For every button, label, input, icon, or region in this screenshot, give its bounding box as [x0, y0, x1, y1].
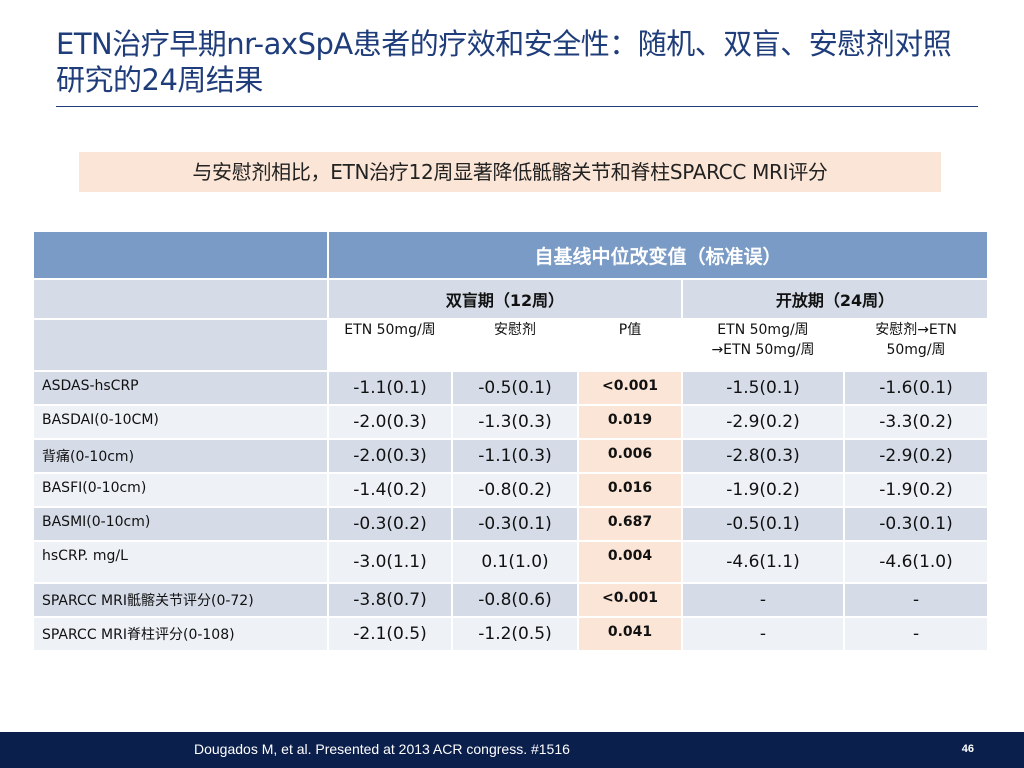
- header-corner: [32, 230, 329, 280]
- placebo-24wk-value: -4.6(1.0): [842, 540, 990, 584]
- p-value: 0.006: [577, 438, 683, 474]
- citation-text: Dougados M, et al. Presented at 2013 ACR…: [194, 741, 570, 757]
- table-row: BASDAI(0-10CM) -2.0(0.3) -1.3(0.3) 0.019…: [32, 404, 990, 440]
- placebo-12wk-value: -0.8(0.2): [451, 472, 579, 508]
- column-header-p-value: P值: [577, 318, 683, 372]
- row-label: BASMI(0-10cm): [32, 506, 329, 542]
- etn-12wk-value: -3.0(1.1): [327, 540, 453, 584]
- table-row: 背痛(0-10cm) -2.0(0.3) -1.1(0.3) 0.006 -2.…: [32, 438, 990, 474]
- row-label: ASDAS-hsCRP: [32, 370, 329, 406]
- table-row: ASDAS-hsCRP -1.1(0.1) -0.5(0.1) <0.001 -…: [32, 370, 990, 406]
- placebo-24wk-value: -3.3(0.2): [842, 404, 990, 440]
- placebo-24wk-value: -1.6(0.1): [842, 370, 990, 406]
- row-label: BASDAI(0-10CM): [32, 404, 329, 440]
- table-row: BASMI(0-10cm) -0.3(0.2) -0.3(0.1) 0.687 …: [32, 506, 990, 542]
- placebo-12wk-value: -1.3(0.3): [451, 404, 579, 440]
- column-header-text: 安慰剂→ETN 50mg/周: [875, 322, 957, 358]
- row-label: hsCRP. mg/L: [32, 540, 329, 584]
- etn-24wk-value: -2.8(0.3): [681, 438, 845, 474]
- column-header-text: ETN 50mg/周: [344, 322, 436, 338]
- etn-24wk-value: -4.6(1.1): [681, 540, 845, 584]
- key-finding-callout: 与安慰剂相比，ETN治疗12周显著降低骶髂关节和脊柱SPARCC MRI评分: [79, 152, 941, 192]
- table-row: SPARCC MRI骶髂关节评分(0-72) -3.8(0.7) -0.8(0.…: [32, 582, 990, 618]
- etn-12wk-value: -1.1(0.1): [327, 370, 453, 406]
- placebo-12wk-value: 0.1(1.0): [451, 540, 579, 584]
- results-table: 自基线中位改变值（标准误） 双盲期（12周） 开放期（24周） ETN 50mg…: [32, 230, 990, 652]
- placebo-12wk-value: -0.3(0.1): [451, 506, 579, 542]
- etn-12wk-value: -0.3(0.2): [327, 506, 453, 542]
- table-row: BASFI(0-10cm) -1.4(0.2) -0.8(0.2) 0.016 …: [32, 472, 990, 508]
- table-row: SPARCC MRI脊柱评分(0-108) -2.1(0.5) -1.2(0.5…: [32, 616, 990, 652]
- p-value: 0.687: [577, 506, 683, 542]
- main-header: 自基线中位改变值（标准误）: [326, 230, 990, 280]
- etn-12wk-value: -2.1(0.5): [327, 616, 453, 652]
- placebo-12wk-value: -1.1(0.3): [451, 438, 579, 474]
- header-row-groups: 双盲期（12周） 开放期（24周）: [32, 278, 990, 320]
- p-value: 0.016: [577, 472, 683, 508]
- table-row: hsCRP. mg/L -3.0(1.1) 0.1(1.0) 0.004 -4.…: [32, 540, 990, 584]
- header-corner: [32, 278, 329, 320]
- placebo-12wk-value: -0.8(0.6): [451, 582, 579, 618]
- etn-24wk-value: -1.9(0.2): [681, 472, 845, 508]
- row-label: BASFI(0-10cm): [32, 472, 329, 508]
- etn-24wk-value: -: [681, 616, 845, 652]
- placebo-24wk-value: -: [842, 582, 990, 618]
- p-value: 0.004: [577, 540, 683, 584]
- placebo-12wk-value: -0.5(0.1): [451, 370, 579, 406]
- row-label: 背痛(0-10cm): [32, 438, 329, 474]
- etn-12wk-value: -2.0(0.3): [327, 438, 453, 474]
- placebo-24wk-value: -: [842, 616, 990, 652]
- etn-12wk-value: -2.0(0.3): [327, 404, 453, 440]
- row-label: SPARCC MRI脊柱评分(0-108): [32, 616, 329, 652]
- etn-24wk-value: -: [681, 582, 845, 618]
- group-header-double-blind: 双盲期（12周）: [327, 278, 683, 320]
- column-header-placebo-24wk: 安慰剂→ETN 50mg/周: [842, 318, 990, 372]
- placebo-24wk-value: -2.9(0.2): [842, 438, 990, 474]
- p-value: <0.001: [577, 582, 683, 618]
- p-value: 0.019: [577, 404, 683, 440]
- etn-12wk-value: -3.8(0.7): [327, 582, 453, 618]
- title-divider: [56, 106, 978, 107]
- placebo-24wk-value: -0.3(0.1): [842, 506, 990, 542]
- header-row-columns: ETN 50mg/周 安慰剂 P值 ETN 50mg/周→ETN 50mg/周 …: [32, 318, 990, 372]
- group-header-open-label: 开放期（24周）: [680, 278, 990, 320]
- placebo-12wk-value: -1.2(0.5): [451, 616, 579, 652]
- column-header-etn-24wk: ETN 50mg/周→ETN 50mg/周: [681, 318, 845, 372]
- p-value: 0.041: [577, 616, 683, 652]
- column-header-placebo-12wk: 安慰剂: [451, 318, 579, 372]
- header-row-main: 自基线中位改变值（标准误）: [32, 230, 990, 280]
- footer-bar: Dougados M, et al. Presented at 2013 ACR…: [0, 732, 1024, 768]
- column-header-text: ETN 50mg/周→ETN 50mg/周: [711, 322, 815, 358]
- row-label: SPARCC MRI骶髂关节评分(0-72): [32, 582, 329, 618]
- p-value: <0.001: [577, 370, 683, 406]
- placebo-24wk-value: -1.9(0.2): [842, 472, 990, 508]
- slide-title: ETN治疗早期nr-axSpA患者的疗效和安全性：随机、双盲、安慰剂对照研究的2…: [56, 27, 952, 97]
- etn-24wk-value: -1.5(0.1): [681, 370, 845, 406]
- etn-24wk-value: -2.9(0.2): [681, 404, 845, 440]
- page-number: 46: [961, 743, 974, 755]
- etn-24wk-value: -0.5(0.1): [681, 506, 845, 542]
- etn-12wk-value: -1.4(0.2): [327, 472, 453, 508]
- column-header-etn-12wk: ETN 50mg/周: [327, 318, 453, 372]
- header-corner: [32, 318, 329, 372]
